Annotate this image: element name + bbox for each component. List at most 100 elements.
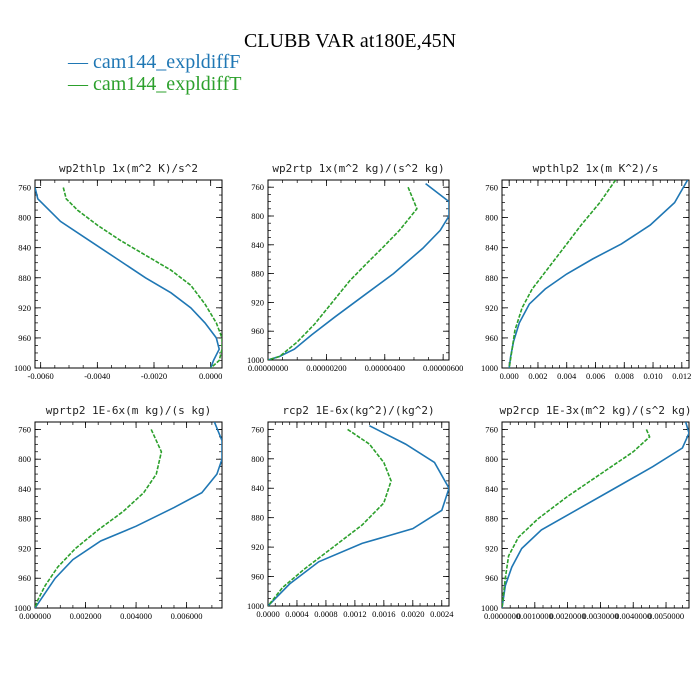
series-line-expldiffT — [508, 180, 617, 368]
series-line-expldiffT — [268, 428, 392, 606]
x-tick-label: -0.0060 — [28, 371, 54, 381]
y-tick-label: 960 — [485, 573, 498, 583]
panel-3: wpthlp2 1x(m K^2)/s 760 800 840 880 920 960 100… — [481, 162, 691, 381]
y-tick-label: 960 — [485, 333, 498, 343]
panel-title: rcp2 1E-6x(kg^2)/(kg^2) — [282, 404, 434, 417]
series-line-expldiffF — [268, 424, 449, 606]
legend-dash-2: — — [67, 73, 93, 95]
legend-label-2: cam144_expldiffT — [93, 73, 241, 95]
y-tick-label: 880 — [485, 273, 498, 283]
y-tick-label: 840 — [251, 483, 264, 493]
x-tick-label: 0.006 — [586, 371, 605, 381]
plot-frame — [267, 179, 450, 361]
y-tick-label: 1000 — [481, 363, 498, 373]
series-line-expldiffF — [35, 187, 221, 368]
x-tick-label: 0.0016 — [372, 609, 395, 619]
y-tick-label: 800 — [251, 211, 264, 221]
panel-1: wp2thlp 1x(m^2 K)/s^2 760 800 840 880 920 960 1… — [14, 162, 223, 381]
y-tick-label: 920 — [18, 303, 31, 313]
y-tick-label: 800 — [485, 213, 498, 223]
y-tick-label: 880 — [18, 273, 31, 283]
panel-4: wprtp2 1E-6x(m kg)/(s kg) 760 800 840 880 920… — [14, 404, 223, 621]
y-tick-label: 960 — [18, 333, 31, 343]
y-tick-label: 840 — [485, 243, 498, 253]
y-tick-label: 1000 — [247, 355, 264, 365]
y-tick-label: 760 — [251, 182, 264, 192]
series-line-expldiffF — [508, 180, 689, 368]
x-tick-label: 0.00000600 — [423, 363, 463, 373]
series-line-expldiffT — [62, 187, 222, 368]
x-tick-label: 0.000000 — [19, 611, 51, 621]
y-tick-label: 880 — [18, 514, 31, 524]
series-line-expldiffF — [502, 422, 689, 608]
y-tick-label: 840 — [251, 240, 264, 250]
x-tick-label: 0.012 — [672, 371, 691, 381]
x-tick-label: 0.0008 — [314, 609, 337, 619]
y-tick-label: 960 — [251, 572, 264, 582]
y-tick-label: 760 — [18, 424, 31, 434]
plot-frame — [34, 179, 223, 369]
series-line-expldiffT — [502, 429, 651, 608]
panel-grid: wp2thlp 1x(m^2 K)/s^2 760 800 840 880 920 960 1… — [14, 162, 692, 621]
panel-title: wp2rcp 1E-3x(m^2 kg)/(s^2 kg) — [499, 404, 691, 417]
x-tick-label: 0.0030000 — [582, 611, 618, 621]
x-tick-label: -0.0040 — [84, 371, 110, 381]
y-tick-label: 880 — [251, 513, 264, 523]
x-tick-label: 0.0000 — [199, 371, 222, 381]
y-tick-label: 920 — [485, 543, 498, 553]
x-tick-label: 0.0010000 — [517, 611, 553, 621]
y-tick-label: 760 — [18, 183, 31, 193]
x-tick-label: -0.0020 — [141, 371, 167, 381]
y-tick-label: 1000 — [14, 363, 31, 373]
x-tick-label: 0.00000400 — [365, 363, 405, 373]
plot-frame — [267, 421, 450, 607]
y-tick-label: 960 — [251, 326, 264, 336]
y-tick-label: 800 — [485, 454, 498, 464]
y-tick-label: 880 — [485, 514, 498, 524]
panel-title: wprtp2 1E-6x(m kg)/(s kg) — [46, 404, 212, 417]
y-tick-label: 760 — [485, 424, 498, 434]
y-tick-label: 880 — [251, 269, 264, 279]
figure-title: CLUBB VAR at180E,45N — [244, 30, 456, 52]
panel-title: wp2rtp 1x(m^2 kg)/(s^2 kg) — [272, 162, 444, 175]
legend-entry-1: — cam144_expldiffF — [67, 51, 240, 73]
y-tick-label: 920 — [18, 543, 31, 553]
legend-dash-1: — — [67, 51, 93, 73]
plot-frame — [501, 421, 690, 609]
legend-entry-2: — cam144_expldiffT — [67, 73, 241, 95]
x-tick-label: 0.0004 — [285, 609, 309, 619]
x-tick-label: 0.0000000 — [484, 611, 520, 621]
x-tick-label: 0.0020 — [401, 609, 424, 619]
y-tick-label: 1000 — [14, 603, 31, 613]
y-tick-label: 760 — [251, 424, 264, 434]
x-tick-label: 0.004000 — [120, 611, 152, 621]
y-tick-label: 920 — [485, 303, 498, 313]
series-line-expldiffT — [35, 429, 163, 608]
series-line-expldiffF — [268, 182, 449, 360]
x-tick-label: 0.0024 — [430, 609, 454, 619]
x-tick-label: 0.008 — [615, 371, 634, 381]
x-tick-label: 0.000 — [500, 371, 519, 381]
y-tick-label: 920 — [251, 542, 264, 552]
x-tick-label: 0.0050000 — [648, 611, 684, 621]
panel-title: wp2thlp 1x(m^2 K)/s^2 — [59, 162, 198, 175]
panel-title: wpthlp2 1x(m K^2)/s — [533, 162, 659, 175]
y-tick-label: 800 — [18, 213, 31, 223]
x-tick-label: 0.00000000 — [248, 363, 288, 373]
y-tick-label: 800 — [251, 454, 264, 464]
x-tick-label: 0.002 — [528, 371, 547, 381]
y-tick-label: 1000 — [247, 601, 264, 611]
x-tick-label: 0.0012 — [343, 609, 366, 619]
y-tick-label: 1000 — [481, 603, 498, 613]
x-tick-label: 0.0020000 — [550, 611, 586, 621]
panel-2: wp2rtp 1x(m^2 kg)/(s^2 kg) 760 800 840 880 92… — [247, 162, 463, 373]
plot-frame — [34, 421, 223, 609]
panel-6: wp2rcp 1E-3x(m^2 kg)/(s^2 kg)760 800 840 88… — [481, 404, 692, 621]
x-tick-label: 0.010 — [643, 371, 662, 381]
y-tick-label: 920 — [251, 297, 264, 307]
y-tick-label: 840 — [18, 484, 31, 494]
series-line-expldiffF — [35, 422, 222, 608]
x-tick-label: 0.004 — [557, 371, 577, 381]
x-tick-label: 0.0040000 — [615, 611, 651, 621]
